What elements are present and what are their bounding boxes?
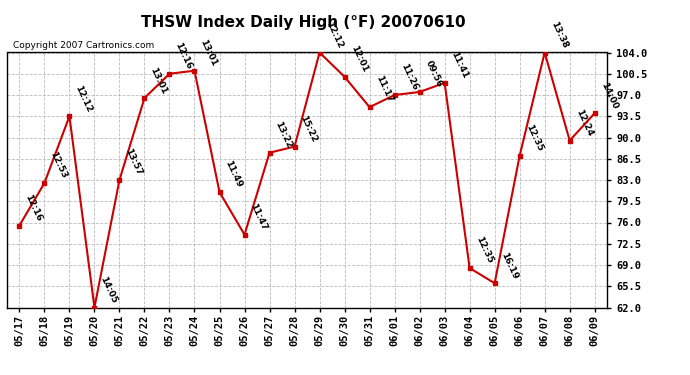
Text: 12:35: 12:35 <box>524 123 544 153</box>
Text: 12:01: 12:01 <box>348 44 369 74</box>
Text: 11:41: 11:41 <box>448 50 469 80</box>
Text: 13:01: 13:01 <box>148 66 169 95</box>
Text: 11:17: 11:17 <box>374 75 394 104</box>
Text: 15:22: 15:22 <box>299 114 319 144</box>
Text: 13:22: 13:22 <box>274 120 294 150</box>
Text: THSW Index Daily High (°F) 20070610: THSW Index Daily High (°F) 20070610 <box>141 15 466 30</box>
Text: 16:19: 16:19 <box>499 251 519 280</box>
Text: 12:12: 12:12 <box>74 84 94 114</box>
Text: 14:05: 14:05 <box>99 275 119 305</box>
Text: 11:49: 11:49 <box>224 159 244 189</box>
Text: 12:12: 12:12 <box>324 20 344 50</box>
Text: 11:26: 11:26 <box>399 63 419 92</box>
Text: 12:16: 12:16 <box>23 193 44 223</box>
Text: 11:47: 11:47 <box>248 202 269 232</box>
Text: 13:57: 13:57 <box>124 147 144 177</box>
Text: 12:24: 12:24 <box>574 108 594 138</box>
Text: 12:53: 12:53 <box>48 150 69 180</box>
Text: 12:35: 12:35 <box>474 236 494 265</box>
Text: 14:00: 14:00 <box>599 81 619 110</box>
Text: 13:01: 13:01 <box>199 38 219 68</box>
Text: 13:38: 13:38 <box>549 20 569 50</box>
Text: Copyright 2007 Cartronics.com: Copyright 2007 Cartronics.com <box>13 41 154 50</box>
Text: 09:56: 09:56 <box>424 60 444 89</box>
Text: 12:16: 12:16 <box>174 41 194 71</box>
